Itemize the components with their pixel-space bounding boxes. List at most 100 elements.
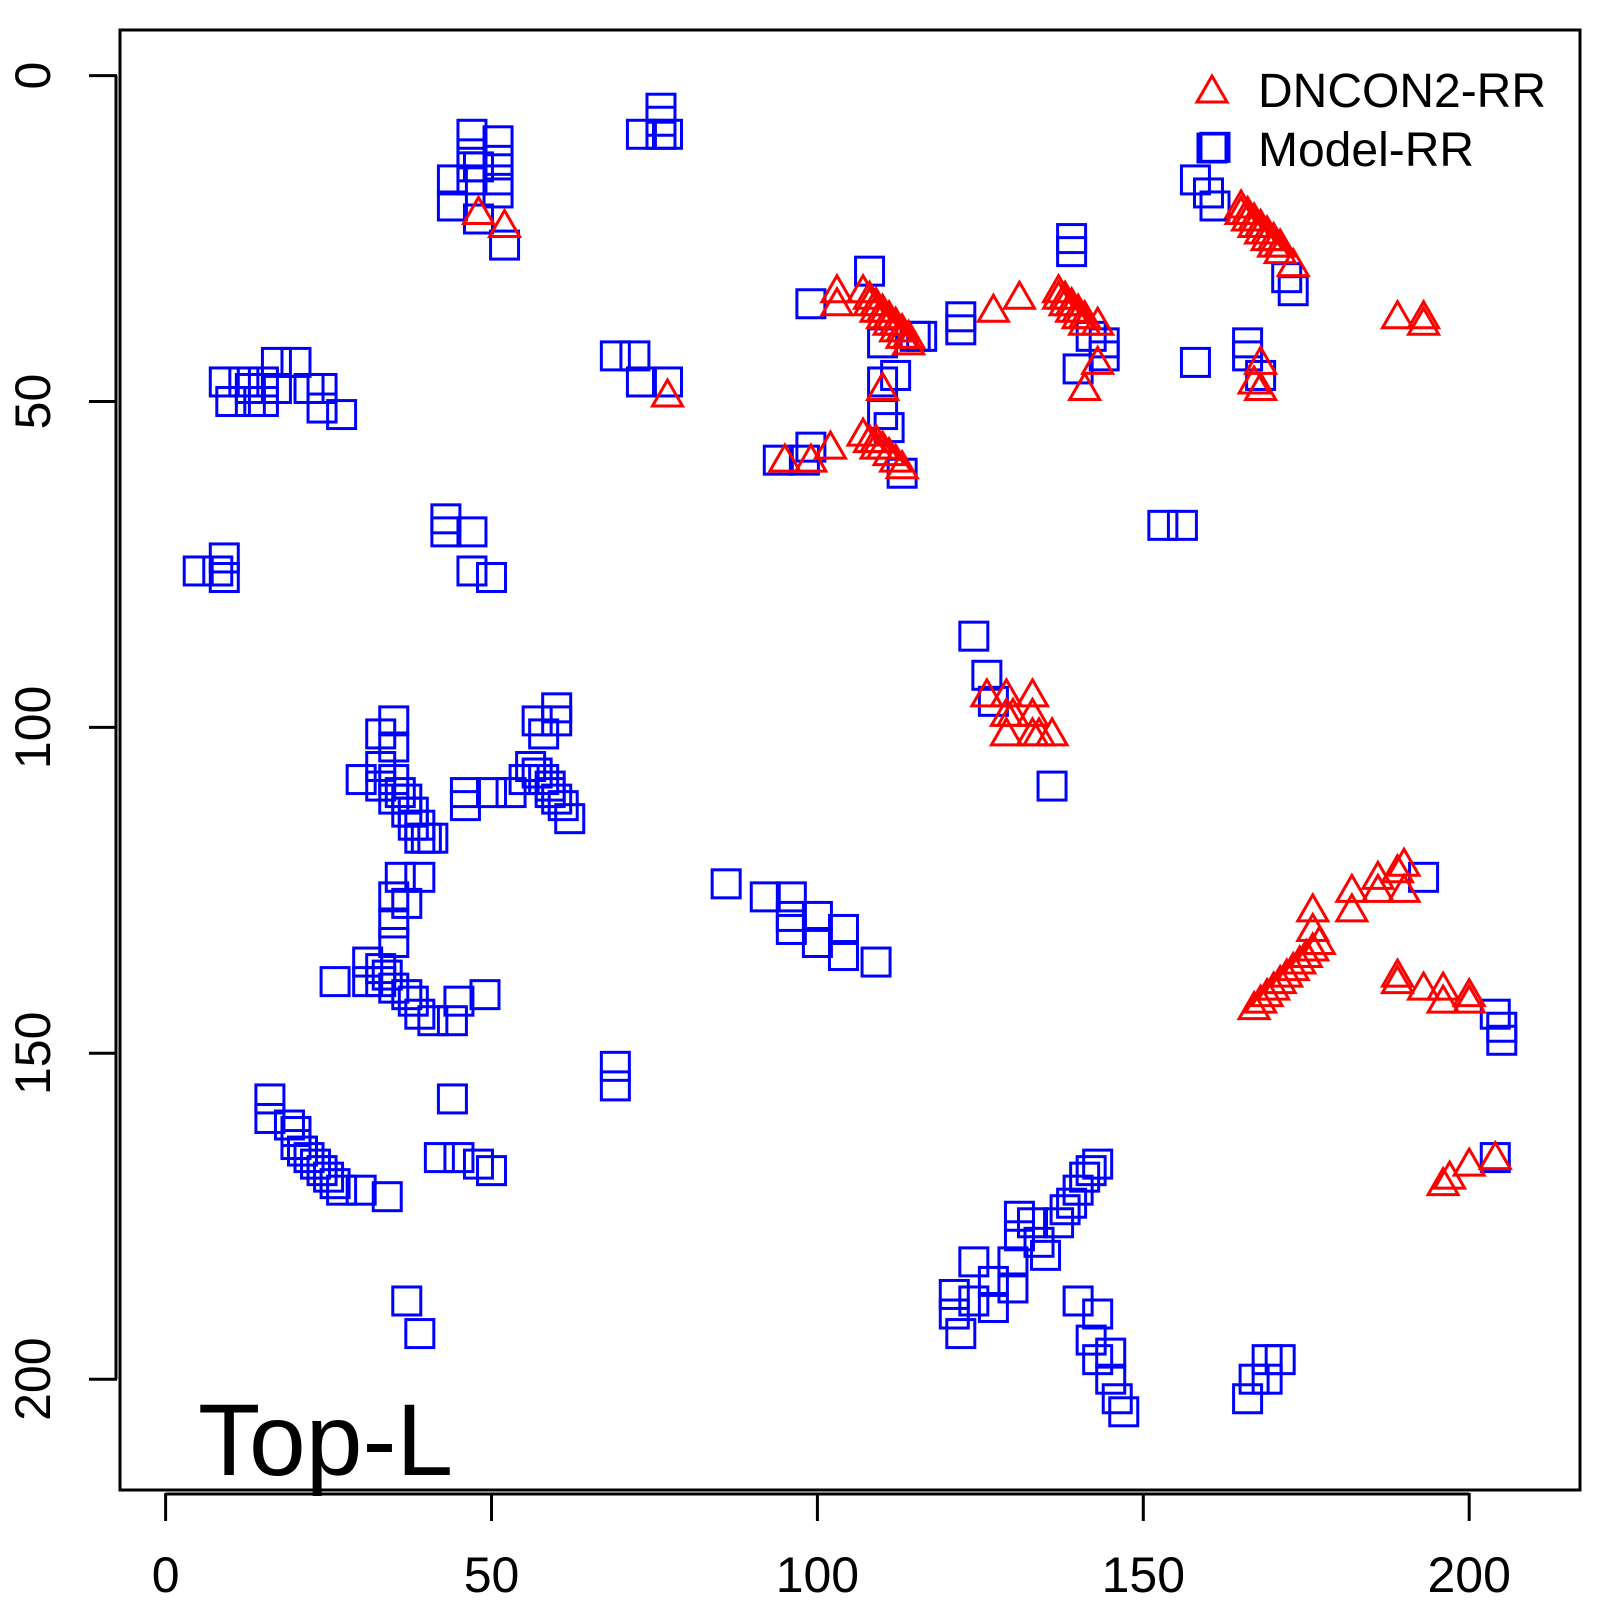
dncon2-rr-point xyxy=(1425,983,1461,1014)
dncon2-rr-point xyxy=(1014,676,1051,708)
model-rr-point xyxy=(1056,236,1088,268)
y-axis: 0 50 100 150 200 xyxy=(5,62,118,1421)
y-tick-label: 150 xyxy=(5,1012,61,1095)
dncon2-rr-point xyxy=(1014,696,1051,727)
model-rr-point xyxy=(860,946,892,978)
dncon2-rr-point xyxy=(1405,298,1442,330)
model-rr-point xyxy=(436,164,468,196)
model-rr-point xyxy=(1036,770,1068,802)
model-rr-point xyxy=(1108,1396,1140,1428)
model-rr-point xyxy=(971,659,1003,691)
model-rr-point xyxy=(254,1102,286,1134)
model-rr-series xyxy=(182,92,1518,1428)
dncon2-rr-point xyxy=(858,422,894,454)
model-rr-point xyxy=(182,555,214,587)
dncon2-rr-point xyxy=(649,376,686,408)
dncon2-rr-point xyxy=(975,292,1011,323)
model-rr-point xyxy=(260,346,292,378)
dncon2-rr-series xyxy=(460,187,1513,1197)
dncon2-rr-point xyxy=(1405,305,1442,336)
model-rr-point xyxy=(541,705,573,737)
dncon2-rr-point xyxy=(1243,370,1279,401)
dncon2-rr-point xyxy=(1379,298,1416,330)
dncon2-rr-point xyxy=(1451,1146,1487,1177)
dncon2-rr-point xyxy=(1236,363,1272,395)
model-rr-point xyxy=(958,1285,990,1317)
model-rr-point xyxy=(436,190,468,222)
model-rr-point xyxy=(1082,1298,1114,1330)
dncon2-rr-point xyxy=(1080,344,1116,375)
y-tick-label: 100 xyxy=(5,686,61,769)
x-tick-label: 50 xyxy=(464,1547,520,1600)
dncon2-rr-point xyxy=(1451,976,1487,1008)
model-rr-point xyxy=(456,555,488,587)
model-rr-point xyxy=(391,1285,423,1317)
dncon2-rr-point xyxy=(1386,872,1422,903)
model-rr-point xyxy=(827,940,859,972)
model-rr-point xyxy=(938,1278,970,1310)
dncon2-rr-point xyxy=(871,435,907,467)
dncon2-rr-point xyxy=(864,429,901,460)
model-rr-point xyxy=(1095,1337,1127,1369)
model-rr-point xyxy=(710,868,742,900)
dncon2-rr-point xyxy=(1477,1139,1513,1171)
model-rr-point xyxy=(997,1272,1029,1304)
model-rr-point xyxy=(430,516,462,548)
model-rr-point xyxy=(456,118,488,150)
model-rr-point xyxy=(208,542,240,574)
dncon2-rr-point xyxy=(1425,1165,1461,1197)
dncon2-rr-point xyxy=(1080,305,1116,336)
dncon2-rr-point xyxy=(1360,872,1396,903)
y-tick-label: 0 xyxy=(5,62,61,90)
dncon2-rr-point xyxy=(988,676,1025,708)
dncon2-rr-point xyxy=(1334,891,1370,923)
dncon2-rr-point xyxy=(767,442,803,473)
model-rr-point xyxy=(378,927,410,958)
model-rr-point xyxy=(482,144,514,176)
dncon2-rr-point xyxy=(891,318,927,349)
model-rr-point xyxy=(1486,1024,1518,1056)
model-rr-point xyxy=(599,1070,631,1102)
model-rr-point xyxy=(476,562,508,593)
model-rr-point xyxy=(997,1246,1029,1278)
model-rr-point xyxy=(306,392,338,424)
dncon2-rr-point xyxy=(1295,891,1331,923)
model-rr-point xyxy=(801,900,833,932)
model-rr-point xyxy=(365,966,397,998)
model-rr-point xyxy=(1232,1383,1264,1415)
model-rr-point xyxy=(260,372,292,404)
dncon2-rr-point xyxy=(819,272,855,304)
model-rr-point xyxy=(319,966,351,998)
model-rr-point xyxy=(945,314,977,346)
model-rr-point xyxy=(476,1155,508,1187)
model-rr-point xyxy=(469,979,501,1011)
dncon2-rr-point xyxy=(891,324,927,356)
dncon2-rr-point xyxy=(1425,970,1461,1001)
legend-label-dncon2-rr: DNCON2-RR xyxy=(1258,65,1546,118)
legend-marker-model-rr xyxy=(1196,132,1228,164)
dncon2-rr-point xyxy=(1295,931,1331,962)
model-rr-point xyxy=(443,985,475,1017)
dncon2-rr-point xyxy=(1295,911,1331,942)
model-rr-point xyxy=(1479,998,1511,1030)
model-rr-point xyxy=(652,118,683,150)
model-rr-point xyxy=(599,1050,631,1082)
dncon2-rr-point xyxy=(1451,983,1487,1014)
y-tick-label: 200 xyxy=(5,1337,61,1420)
model-rr-point xyxy=(958,1246,990,1278)
x-tick-label: 100 xyxy=(776,1547,859,1600)
dncon2-rr-point xyxy=(969,676,1005,708)
model-rr-point xyxy=(1199,190,1231,222)
y-tick-label: 50 xyxy=(5,374,61,430)
model-rr-point xyxy=(306,372,338,404)
dncon2-rr-point xyxy=(1379,957,1416,988)
dncon2-rr-point xyxy=(1334,872,1370,903)
dncon2-rr-point xyxy=(812,429,849,460)
model-rr-point xyxy=(384,861,416,893)
model-rr-point xyxy=(423,1142,455,1174)
dncon2-rr-point xyxy=(1067,370,1103,401)
dncon2-rr-point xyxy=(460,194,497,225)
model-rr-point xyxy=(208,366,240,398)
model-rr-point xyxy=(1166,509,1198,541)
